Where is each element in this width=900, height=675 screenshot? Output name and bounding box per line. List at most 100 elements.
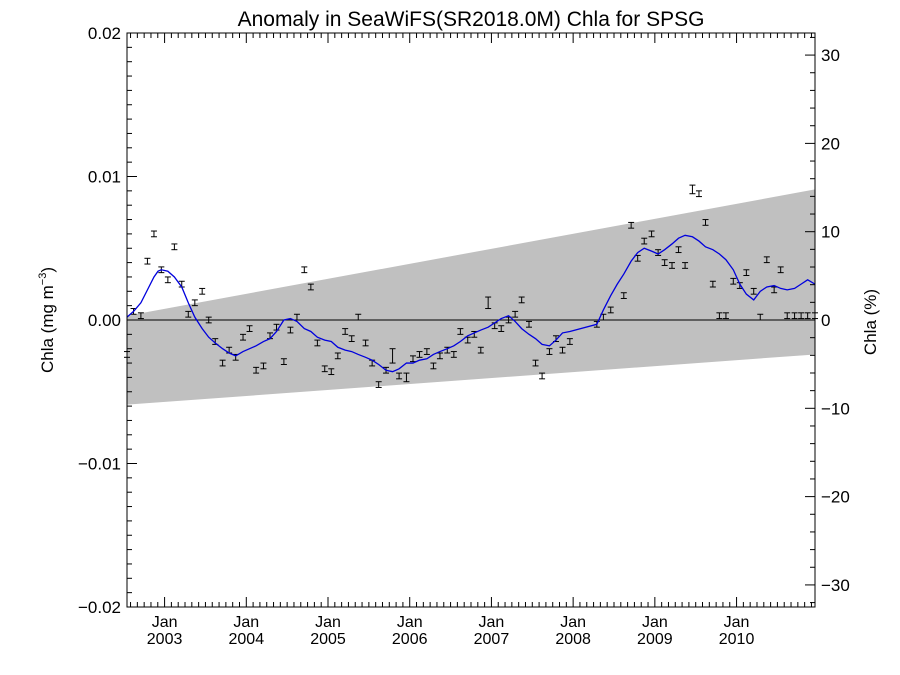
data-point xyxy=(669,262,676,269)
x-tick-label-year: 2006 xyxy=(392,631,428,648)
data-point xyxy=(342,328,349,335)
y-right-tick-label: −20 xyxy=(821,488,850,507)
data-point xyxy=(219,359,226,367)
y-left-tick-label: −0.02 xyxy=(78,598,121,617)
data-point xyxy=(675,246,682,254)
data-point xyxy=(280,358,287,365)
data-point xyxy=(273,323,280,331)
data-point xyxy=(301,266,308,274)
data-point xyxy=(457,328,464,335)
x-tick-label-month: Jan xyxy=(479,614,505,631)
data-point xyxy=(416,351,423,358)
x-tick-label-year: 2008 xyxy=(555,631,591,648)
data-point xyxy=(661,259,668,266)
data-point xyxy=(253,366,260,374)
data-point xyxy=(757,313,764,321)
data-point xyxy=(171,243,178,251)
data-point xyxy=(695,190,702,198)
y-left-tick-label: 0.02 xyxy=(88,24,121,43)
data-point xyxy=(485,296,492,310)
y-right-tick-label: 10 xyxy=(821,223,840,242)
x-tick-label-year: 2005 xyxy=(310,631,346,648)
x-tick-label-month: Jan xyxy=(560,614,586,631)
y-left-tick-label: −0.01 xyxy=(78,455,121,474)
x-tick-label-month: Jan xyxy=(152,614,178,631)
chart-title: Anomaly in SeaWiFS(SR2018.0M) Chla for S… xyxy=(238,8,705,31)
data-point xyxy=(498,325,505,332)
y-axis-right-label: Chla (%) xyxy=(861,289,880,355)
data-point xyxy=(750,287,757,295)
data-point xyxy=(526,320,533,328)
data-point xyxy=(137,312,144,320)
data-point xyxy=(362,339,369,347)
data-point xyxy=(396,372,403,380)
data-point xyxy=(566,338,573,345)
data-point xyxy=(763,256,770,264)
data-point xyxy=(648,230,655,238)
data-point xyxy=(641,237,648,245)
data-point xyxy=(423,348,430,355)
y-right-tick-label: −10 xyxy=(821,399,850,418)
data-point xyxy=(730,277,737,285)
y-right-tick-label: 0 xyxy=(821,311,830,330)
data-point xyxy=(185,310,192,318)
x-tick-label-month: Jan xyxy=(233,614,259,631)
data-point xyxy=(389,348,396,364)
data-point xyxy=(607,306,614,314)
data-point xyxy=(287,326,294,334)
data-point xyxy=(328,368,335,376)
data-point xyxy=(532,359,539,367)
x-tick-label-month: Jan xyxy=(397,614,423,631)
y-left-tick-label: 0.00 xyxy=(88,311,121,330)
data-point xyxy=(240,333,247,341)
data-point xyxy=(375,381,382,388)
data-point xyxy=(164,276,171,284)
x-tick-label-month: Jan xyxy=(724,614,750,631)
data-point xyxy=(260,362,267,370)
data-point xyxy=(777,266,784,274)
data-point xyxy=(144,257,151,265)
data-point xyxy=(191,299,198,307)
y-right-tick-label: 20 xyxy=(821,134,840,153)
x-tick-label-month: Jan xyxy=(642,614,668,631)
data-point xyxy=(307,283,314,291)
x-axis: Jan2003Jan2004Jan2005Jan2006Jan2007Jan20… xyxy=(130,33,812,648)
y-right-tick-label: −30 xyxy=(821,576,850,595)
data-point xyxy=(314,339,321,347)
data-point xyxy=(150,230,157,238)
x-tick-label-year: 2010 xyxy=(719,631,755,648)
data-point xyxy=(722,312,729,320)
x-tick-label-year: 2007 xyxy=(474,631,510,648)
y-axis-left-label: Chla (mg m−3) xyxy=(37,267,57,373)
x-tick-label-year: 2003 xyxy=(147,631,183,648)
y-axis-left-label-close: ) xyxy=(38,267,57,273)
data-point xyxy=(702,219,709,226)
data-point xyxy=(798,312,805,320)
data-point xyxy=(430,362,437,370)
data-point xyxy=(804,312,811,320)
y-right-tick-label: 30 xyxy=(821,46,840,65)
data-point xyxy=(559,346,566,354)
x-tick-label-month: Jan xyxy=(315,614,341,631)
data-point xyxy=(321,365,328,373)
data-point xyxy=(628,221,635,229)
y-axis-left: 0.02 0.01 0.00 −0.01 −0.02 xyxy=(78,24,137,617)
data-point xyxy=(477,346,484,354)
data-point xyxy=(518,296,525,304)
x-tick-label-year: 2009 xyxy=(637,631,673,648)
data-point xyxy=(784,312,791,320)
data-point xyxy=(355,313,362,321)
data-point xyxy=(539,372,546,380)
error-bars xyxy=(124,184,818,388)
x-tick-label-year: 2004 xyxy=(229,631,265,648)
data-point xyxy=(199,287,206,295)
data-point xyxy=(348,335,355,343)
y-axis-right: 30 20 10 0 −10 −20 −30 xyxy=(805,36,850,604)
y-axis-left-label-superscript: −3 xyxy=(37,273,49,286)
data-point xyxy=(205,316,212,324)
data-point xyxy=(791,312,798,320)
data-point xyxy=(450,351,457,358)
data-point xyxy=(246,325,253,332)
data-point xyxy=(689,184,696,195)
